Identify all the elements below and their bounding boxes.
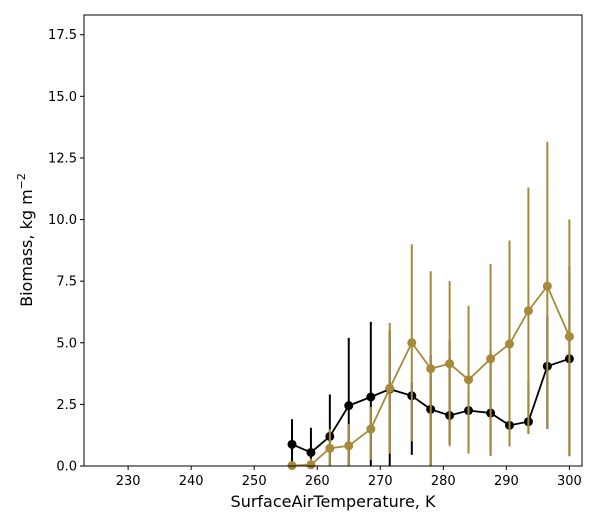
data-point bbox=[523, 306, 533, 316]
x-tick-label: 270 bbox=[368, 474, 393, 489]
data-marks bbox=[287, 141, 574, 471]
x-tick-label: 300 bbox=[557, 474, 582, 489]
x-tick-label: 280 bbox=[431, 474, 456, 489]
data-point bbox=[325, 443, 335, 453]
data-point bbox=[306, 447, 316, 457]
data-point bbox=[486, 354, 496, 364]
y-tick-label: 7.5 bbox=[56, 275, 77, 290]
plot-area bbox=[84, 15, 582, 466]
y-axis-label: Biomass, kg m−2 bbox=[15, 173, 36, 307]
y-tick-label: 10.0 bbox=[48, 213, 77, 228]
data-point bbox=[407, 338, 417, 348]
y-axis-label-main: Biomass, kg m bbox=[17, 189, 36, 307]
data-point bbox=[464, 375, 474, 385]
data-point bbox=[287, 439, 297, 449]
y-tick-label: 0.0 bbox=[56, 460, 77, 475]
data-point bbox=[426, 364, 436, 374]
y-tick-label: 2.5 bbox=[56, 398, 77, 413]
data-point bbox=[366, 392, 376, 402]
data-point bbox=[344, 401, 354, 411]
x-tick-label: 230 bbox=[116, 474, 141, 489]
x-tick-label: 260 bbox=[305, 474, 330, 489]
y-tick-label: 12.5 bbox=[48, 151, 77, 166]
x-axis-label: SurfaceAirTemperature, K bbox=[231, 492, 436, 511]
data-point bbox=[366, 424, 376, 434]
data-point bbox=[445, 359, 455, 369]
plot-frame bbox=[83, 14, 583, 467]
series-2 bbox=[287, 141, 574, 471]
x-tick-label: 250 bbox=[242, 474, 267, 489]
data-point bbox=[564, 332, 574, 342]
x-tick-label: 240 bbox=[179, 474, 204, 489]
data-point bbox=[542, 281, 552, 291]
data-point bbox=[306, 460, 316, 470]
data-point bbox=[505, 339, 515, 349]
axis-ticks: 230 240 250 260 270 280 290 300 0.0 2.5 5.0 7.5 10.0… bbox=[48, 28, 582, 489]
y-tick-label: 5.0 bbox=[56, 336, 77, 351]
y-tick-label: 15.0 bbox=[48, 90, 77, 105]
data-point bbox=[344, 441, 354, 451]
x-tick-label: 290 bbox=[494, 474, 519, 489]
data-point bbox=[385, 383, 395, 393]
y-axis-label-superscript: −2 bbox=[15, 173, 28, 189]
y-tick-label: 17.5 bbox=[48, 28, 77, 43]
